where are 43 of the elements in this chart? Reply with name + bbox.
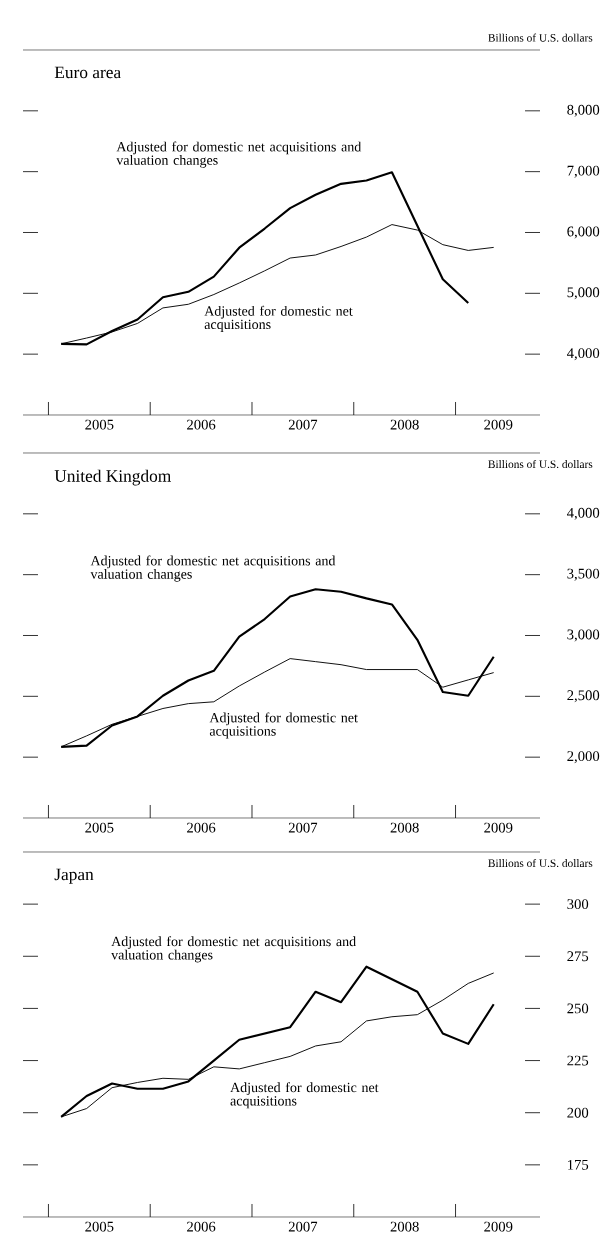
y-axis-title: Billions of U.S. dollars <box>488 459 593 469</box>
y-axis-title: Billions of U.S. dollars <box>488 858 593 868</box>
x-tick-label: 2007 <box>288 822 318 833</box>
x-tick-label: 2007 <box>288 419 318 430</box>
x-tick-label: 2008 <box>390 1221 419 1232</box>
y-tick-label: 225 <box>567 1055 589 1066</box>
x-tick-label: 2005 <box>85 419 114 430</box>
y-tick-label: 250 <box>567 1003 589 1014</box>
series-label: Adjusted for domestic net acquisitions and valuation changes <box>116 141 362 168</box>
y-tick-label: 8,000 <box>567 104 600 117</box>
x-tick-label: 2009 <box>484 822 513 833</box>
text: United Kingdom <box>54 469 171 486</box>
y-axis-title: Billions of U.S. dollars <box>488 33 593 42</box>
series-label: Adjusted for domestic net acquisitions <box>209 712 358 739</box>
y-tick-label: 3,500 <box>567 568 600 581</box>
x-tick-label: 2007 <box>288 1221 318 1232</box>
x-tick-label: 2005 <box>85 1221 114 1232</box>
text: Euro area <box>54 66 121 79</box>
text: Japan <box>54 868 94 884</box>
x-tick-label: 2006 <box>187 1221 216 1232</box>
y-tick-label: 3,000 <box>567 629 600 642</box>
series-label: Adjusted for domestic net acquisitions <box>204 305 353 332</box>
series-label: Adjusted for domestic net acquisitions and valuation changes <box>90 555 336 582</box>
y-tick-label: 275 <box>567 951 589 962</box>
y-tick-label: 200 <box>567 1107 589 1118</box>
y-tick-label: 300 <box>567 899 589 910</box>
x-tick-label: 2008 <box>390 822 419 833</box>
y-tick-label: 5,000 <box>567 287 600 300</box>
x-tick-label: 2006 <box>187 822 216 833</box>
y-tick-label: 6,000 <box>567 226 600 239</box>
y-tick-label: 2,000 <box>567 751 600 764</box>
x-tick-label: 2008 <box>390 419 419 430</box>
y-tick-label: 4,000 <box>567 348 600 361</box>
y-tick-label: 175 <box>568 1159 589 1170</box>
x-tick-label: 2006 <box>187 419 216 430</box>
x-tick-label: 2009 <box>484 1221 513 1232</box>
series-label: Adjusted for domestic net acquisitions and valuation changes <box>111 936 356 963</box>
x-tick-label: 2009 <box>484 419 513 430</box>
series-label: Adjusted for domestic net acquisitions <box>230 1082 379 1109</box>
y-tick-label: 4,000 <box>567 507 600 520</box>
x-tick-label: 2005 <box>85 822 114 833</box>
y-tick-label: 7,000 <box>567 165 600 178</box>
y-tick-label: 2,500 <box>567 690 600 703</box>
